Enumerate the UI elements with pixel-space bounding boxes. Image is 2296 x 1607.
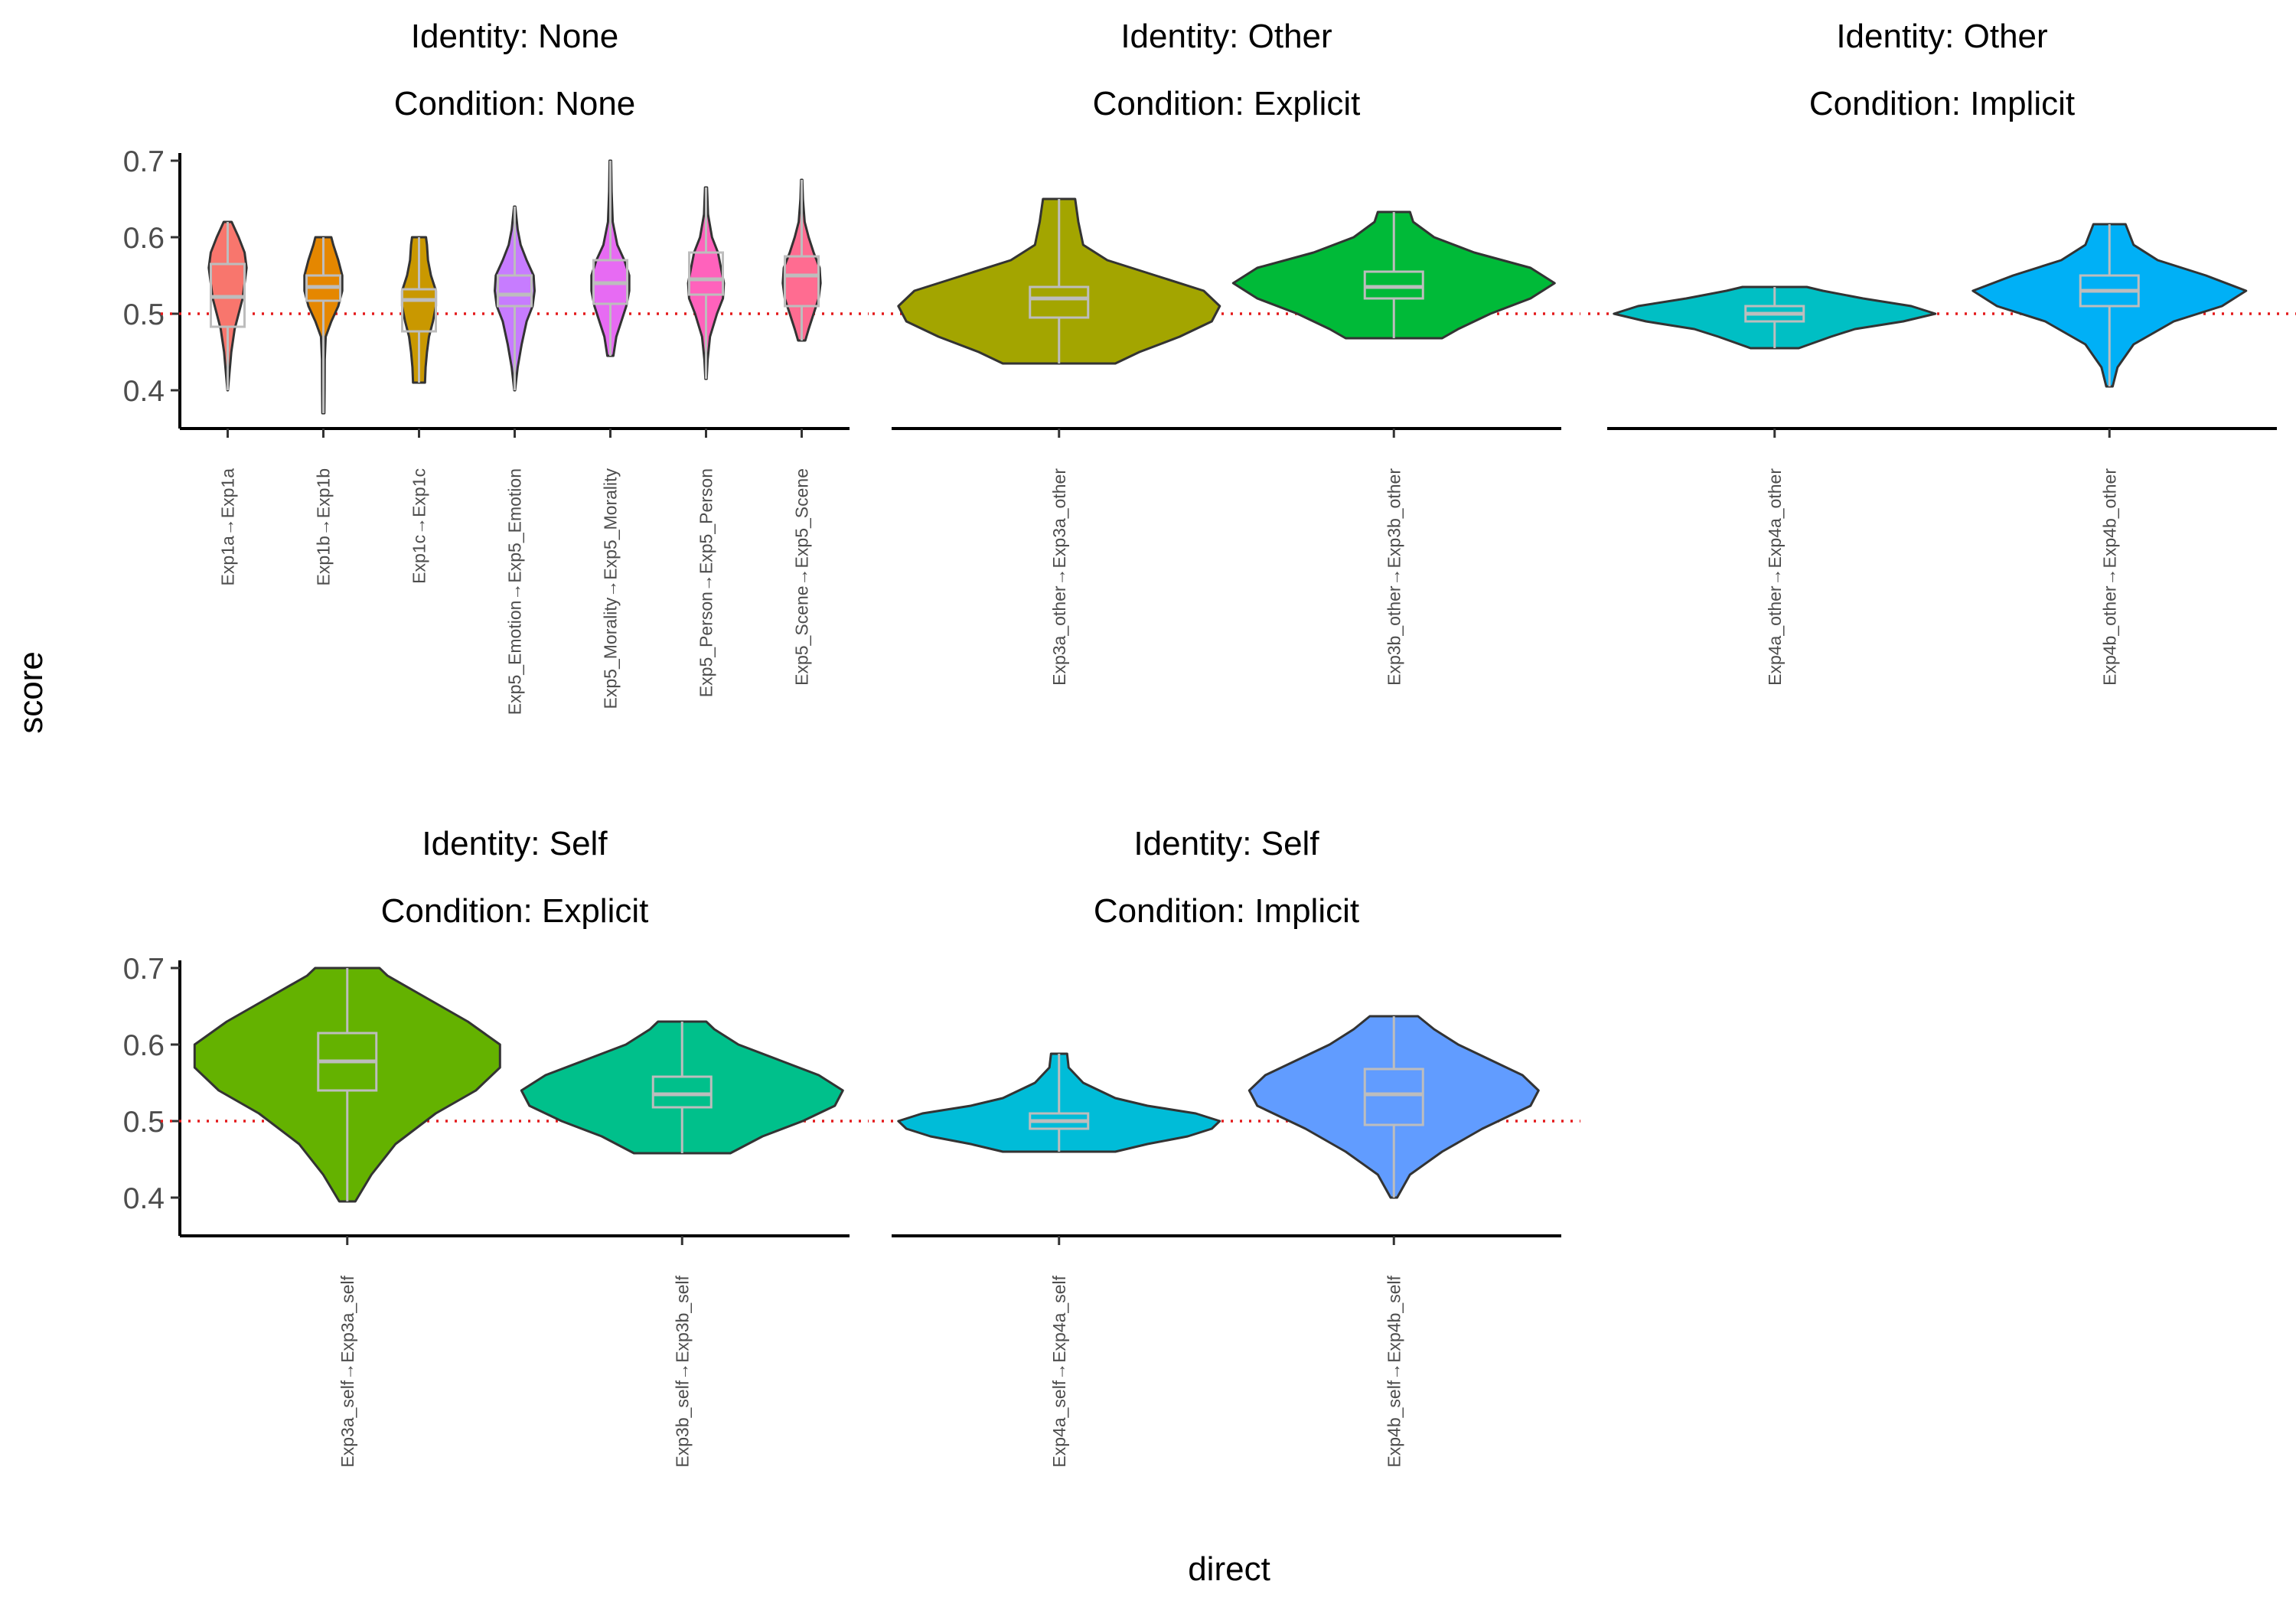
violin-body bbox=[1613, 285, 1937, 350]
x-tick-label: Exp5_Emotion→Exp5_Emotion bbox=[505, 468, 525, 715]
strip-identity: Identity: Self bbox=[1133, 825, 1319, 862]
violin bbox=[1613, 285, 1937, 350]
y-tick-label: 0.5 bbox=[123, 1106, 165, 1139]
x-tick-label: Exp1c→Exp1c bbox=[409, 468, 429, 584]
violin-body bbox=[1247, 1015, 1540, 1199]
x-tick-label: Exp1b→Exp1b bbox=[314, 468, 334, 585]
panel-2: Identity: Other Condition: Explicit Exp3a_… bbox=[872, 18, 1580, 686]
x-tick-label: Exp4b_other→Exp4b_other bbox=[2099, 468, 2119, 686]
violin-body bbox=[520, 1020, 844, 1155]
strip-condition: Condition: Implicit bbox=[1809, 85, 2075, 122]
violin bbox=[193, 966, 501, 1203]
strip-identity: Identity: Self bbox=[422, 825, 608, 862]
x-tick-label: Exp5_Person→Exp5_Person bbox=[696, 468, 716, 697]
x-tick-label: Exp4a_other→Exp4a_other bbox=[1765, 468, 1785, 686]
x-tick-label: Exp3a_self→Exp3a_self bbox=[338, 1275, 357, 1467]
violin-body bbox=[400, 236, 438, 384]
violin bbox=[1247, 1015, 1540, 1199]
strip-condition: Condition: Explicit bbox=[1093, 85, 1361, 122]
x-tick-label: Exp4a_self→Exp4a_self bbox=[1049, 1275, 1069, 1467]
violin bbox=[494, 205, 536, 392]
y-tick-label: 0.6 bbox=[123, 1029, 165, 1062]
x-tick-label: Exp3b_other→Exp3b_other bbox=[1384, 468, 1404, 686]
y-tick-label: 0.4 bbox=[123, 1182, 165, 1215]
x-tick-label: Exp4b_self→Exp4b_self bbox=[1384, 1275, 1404, 1467]
x-tick-label: Exp1a→Exp1a bbox=[218, 468, 238, 586]
panel-4: Identity: Self Condition: Explicit 0.4 0.5 0… bbox=[123, 825, 869, 1468]
violin bbox=[781, 178, 822, 342]
strip-identity: Identity: Other bbox=[1120, 18, 1332, 55]
panel-3: Identity: Other Condition: Implicit Exp4a_… bbox=[1588, 18, 2296, 686]
box bbox=[784, 255, 820, 308]
x-axis-label: direct bbox=[1188, 1550, 1270, 1588]
violin-body bbox=[193, 966, 501, 1203]
violin bbox=[207, 220, 248, 392]
violin bbox=[303, 236, 344, 415]
y-tick-label: 0.7 bbox=[123, 145, 165, 178]
y-tick-label: 0.7 bbox=[123, 953, 165, 986]
panel-5: Identity: Self Condition: Implicit Exp4a_s… bbox=[872, 825, 1580, 1468]
strip-identity: Identity: Other bbox=[1836, 18, 2047, 55]
panel-1: Identity: None Condition: None 0.4 0.5 0.6 0.… bbox=[123, 18, 869, 715]
violin bbox=[400, 236, 438, 384]
x-tick-label: Exp5_Scene→Exp5_Scene bbox=[792, 468, 812, 686]
x-tick-label: Exp3b_self→Exp3b_self bbox=[672, 1275, 692, 1467]
violin bbox=[520, 1020, 844, 1155]
strip-condition: Condition: Explicit bbox=[381, 892, 649, 930]
strip-condition: Condition: Implicit bbox=[1094, 892, 1359, 930]
violin bbox=[1971, 223, 2248, 388]
box bbox=[1363, 1068, 1424, 1126]
y-tick-label: 0.4 bbox=[123, 375, 165, 408]
strip-identity: Identity: None bbox=[411, 18, 619, 55]
violin bbox=[897, 197, 1221, 365]
y-axis-label: score bbox=[12, 651, 50, 734]
strip-condition: Condition: None bbox=[394, 85, 636, 122]
box bbox=[688, 251, 724, 296]
box bbox=[497, 274, 533, 308]
violin bbox=[897, 1052, 1221, 1153]
y-tick-label: 0.5 bbox=[123, 298, 165, 331]
box bbox=[401, 288, 437, 333]
violin-body bbox=[1231, 210, 1556, 340]
violin bbox=[687, 186, 726, 380]
box bbox=[1029, 285, 1090, 319]
y-tick-label: 0.6 bbox=[123, 222, 165, 255]
violin bbox=[1231, 210, 1556, 340]
box bbox=[651, 1075, 713, 1109]
violin bbox=[590, 159, 631, 357]
x-tick-label: Exp3a_other→Exp3a_other bbox=[1049, 468, 1069, 686]
x-tick-label: Exp5_Morality→Exp5_Morality bbox=[601, 468, 621, 709]
